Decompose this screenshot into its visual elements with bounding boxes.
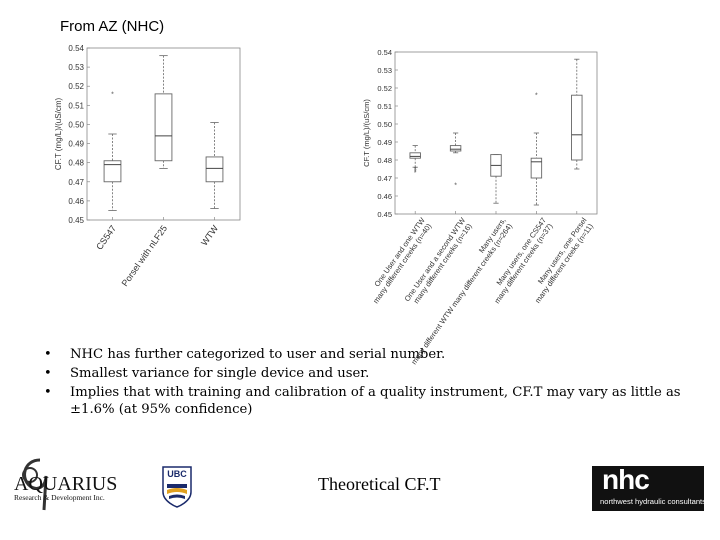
ubc-logo: UBC <box>162 466 192 508</box>
nhc-logo-subtext: northwest hydraulic consultants <box>600 497 704 506</box>
y-tick-label: 0.48 <box>377 156 392 165</box>
y-tick-label: 0.46 <box>68 197 84 206</box>
y-tick-label: 0.53 <box>377 66 392 75</box>
box <box>530 157 543 179</box>
y-tick-label: 0.54 <box>377 48 392 57</box>
footer-title: Theoretical CF.T <box>318 474 441 494</box>
outlier-point: * <box>414 170 417 177</box>
y-tick-label: 0.49 <box>377 138 392 147</box>
plot-frame <box>394 51 598 215</box>
y-tick-label: 0.45 <box>68 216 84 225</box>
outlier-point: * <box>414 167 417 174</box>
box <box>409 152 421 159</box>
y-tick-label: 0.47 <box>68 178 84 187</box>
y-tick-label: 0.45 <box>377 210 392 219</box>
aquarius-logo-subtext: Research & Development Inc. <box>14 493 105 502</box>
box <box>103 160 122 183</box>
bullet-list: NHC has further categorized to user and … <box>44 346 684 420</box>
y-tick-label: 0.49 <box>68 140 84 149</box>
y-axis-label: CF.T (mg/L)/(uS/cm) <box>362 99 371 167</box>
outlier-point: * <box>535 93 538 100</box>
box <box>154 93 173 162</box>
source-label: From AZ (NHC) <box>60 18 165 35</box>
y-tick-label: 0.50 <box>68 120 84 129</box>
outlier-point: * <box>414 168 417 175</box>
y-tick-label: 0.48 <box>68 159 84 168</box>
bullet-item: NHC has further categorized to user and … <box>44 346 684 363</box>
outlier-point: * <box>111 91 114 98</box>
y-tick-label: 0.53 <box>68 63 84 72</box>
ubc-logo-text: UBC <box>167 469 187 479</box>
aquarius-logo-text: AQUARIUS <box>14 473 117 495</box>
y-tick-label: 0.51 <box>377 102 392 111</box>
y-tick-label: 0.52 <box>377 84 392 93</box>
y-tick-label: 0.46 <box>377 192 392 201</box>
nhc-logo-text: nhc <box>602 466 650 495</box>
y-tick-label: 0.54 <box>68 44 84 53</box>
y-tick-label: 0.50 <box>377 120 392 129</box>
aquarius-logo: AQUARIUS Research & Development Inc. <box>14 458 117 511</box>
y-tick-label: 0.52 <box>68 82 84 91</box>
box <box>205 156 224 183</box>
y-axis-label: CF.T (mg/L)/(uS/cm) <box>54 98 63 171</box>
box <box>571 94 583 161</box>
y-tick-label: 0.47 <box>377 174 392 183</box>
bullet-item: Implies that with training and calibrati… <box>44 384 684 418</box>
nhc-logo: nhc northwest hydraulic consultants <box>592 466 704 511</box>
outlier-point: * <box>454 183 457 190</box>
box <box>449 145 462 152</box>
bullet-item: Smallest variance for single device and … <box>44 365 684 382</box>
y-tick-label: 0.51 <box>68 101 84 110</box>
